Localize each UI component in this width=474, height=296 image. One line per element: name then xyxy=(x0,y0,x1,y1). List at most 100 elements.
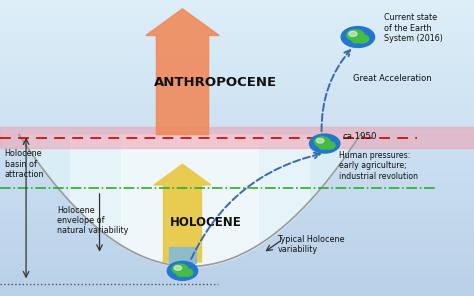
Bar xyxy=(0,86,474,87)
Bar xyxy=(0,244,474,246)
Bar xyxy=(0,81,474,83)
Bar xyxy=(0,96,474,98)
Bar xyxy=(0,136,474,138)
Bar xyxy=(0,127,474,148)
Bar xyxy=(0,268,474,269)
Bar xyxy=(0,115,474,117)
Bar xyxy=(0,295,474,296)
Bar xyxy=(0,263,474,265)
Bar xyxy=(0,31,474,33)
Bar xyxy=(0,83,474,84)
Bar xyxy=(0,53,474,55)
Bar xyxy=(0,259,474,260)
Bar xyxy=(0,240,474,241)
Bar xyxy=(0,188,474,189)
Bar xyxy=(0,274,474,275)
Bar xyxy=(0,158,474,160)
Bar xyxy=(0,34,474,36)
Bar xyxy=(0,10,474,12)
FancyArrow shape xyxy=(154,164,211,262)
Bar xyxy=(169,247,195,263)
Bar xyxy=(0,234,474,235)
Bar xyxy=(0,201,474,203)
Circle shape xyxy=(352,37,361,43)
Bar xyxy=(0,215,474,216)
Bar xyxy=(0,89,474,90)
Bar xyxy=(0,173,474,175)
Circle shape xyxy=(319,144,328,149)
Bar xyxy=(0,250,474,252)
Bar xyxy=(0,67,474,68)
Bar xyxy=(0,198,474,200)
Bar xyxy=(0,6,474,7)
Bar xyxy=(0,50,474,52)
Bar xyxy=(0,237,474,238)
Bar xyxy=(0,222,474,223)
Bar xyxy=(0,30,474,31)
Bar xyxy=(0,19,474,21)
Bar xyxy=(0,43,474,44)
Bar xyxy=(0,62,474,64)
Text: ANTHROPOCENE: ANTHROPOCENE xyxy=(154,76,277,89)
Bar xyxy=(0,139,474,141)
Bar xyxy=(0,219,474,221)
Bar xyxy=(0,161,474,163)
Bar xyxy=(0,1,474,3)
Bar xyxy=(0,218,474,219)
Bar xyxy=(0,52,474,53)
Bar xyxy=(0,37,474,38)
Text: Great Acceleration: Great Acceleration xyxy=(353,74,432,83)
Bar xyxy=(0,293,474,295)
Bar xyxy=(0,141,474,142)
Bar xyxy=(0,277,474,278)
Circle shape xyxy=(177,271,185,276)
Circle shape xyxy=(314,137,330,147)
Bar xyxy=(0,78,474,80)
Bar xyxy=(0,124,474,126)
Bar xyxy=(0,41,474,43)
Bar xyxy=(0,117,474,118)
Bar xyxy=(0,203,474,204)
Bar xyxy=(0,92,474,93)
Bar xyxy=(0,77,474,78)
Bar xyxy=(0,284,474,286)
Bar xyxy=(0,266,474,268)
FancyArrow shape xyxy=(146,9,219,135)
Bar xyxy=(0,147,474,148)
Bar xyxy=(0,80,474,81)
Bar xyxy=(0,256,474,258)
Bar xyxy=(0,151,474,152)
Bar xyxy=(0,120,474,121)
Bar xyxy=(0,121,474,123)
Bar xyxy=(0,152,474,154)
Bar xyxy=(0,209,474,210)
Bar xyxy=(0,25,474,27)
Bar xyxy=(0,38,474,40)
Bar xyxy=(0,84,474,86)
Bar xyxy=(0,49,474,50)
Bar xyxy=(0,130,474,132)
Bar xyxy=(0,210,474,212)
Circle shape xyxy=(356,35,369,43)
Bar xyxy=(0,255,474,256)
Bar xyxy=(0,108,474,110)
Bar xyxy=(0,167,474,169)
Bar xyxy=(0,176,474,178)
Bar xyxy=(0,44,474,46)
Bar xyxy=(0,55,474,56)
Bar xyxy=(0,114,474,115)
Bar xyxy=(0,204,474,206)
Bar xyxy=(0,90,474,92)
Bar xyxy=(0,135,474,136)
Bar xyxy=(0,107,474,108)
Bar xyxy=(0,21,474,22)
Bar xyxy=(0,46,474,47)
Circle shape xyxy=(347,30,364,41)
Bar xyxy=(0,58,474,59)
Circle shape xyxy=(174,266,182,270)
Circle shape xyxy=(172,264,188,274)
Circle shape xyxy=(167,261,198,280)
Bar xyxy=(0,99,474,101)
Bar xyxy=(0,157,474,158)
Bar xyxy=(0,175,474,176)
